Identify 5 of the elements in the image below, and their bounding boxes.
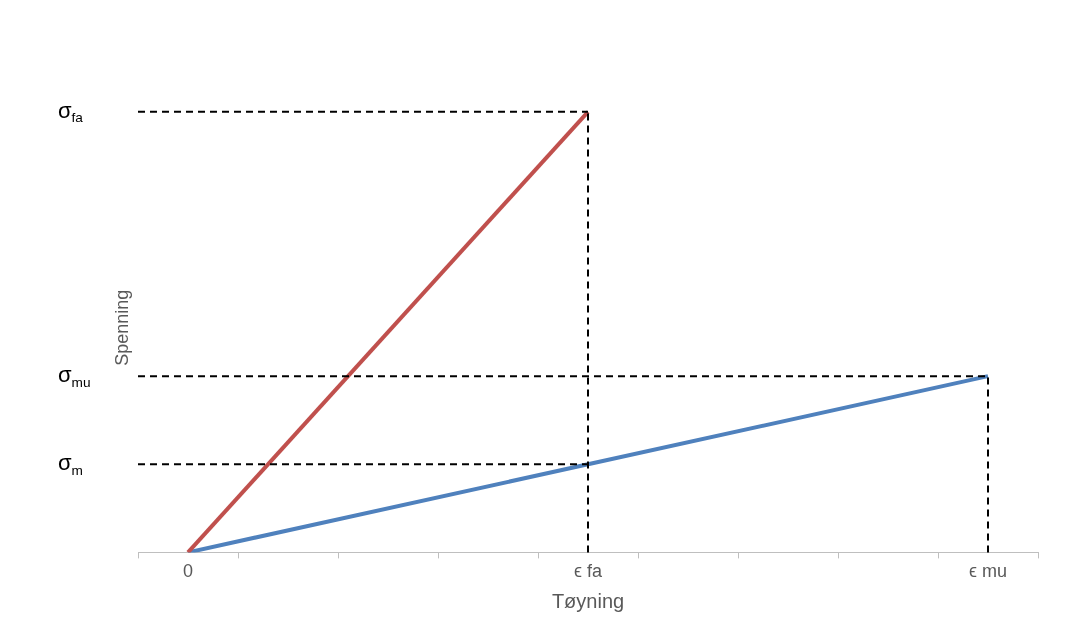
x-tick-label: 0 <box>182 561 194 582</box>
x-tick-label: ϵ fa <box>574 561 603 582</box>
x-tick-label: ϵ mu <box>969 561 1007 582</box>
x-axis-title: Tøyning <box>551 589 625 612</box>
y-axis-title: Spenning <box>111 289 132 366</box>
